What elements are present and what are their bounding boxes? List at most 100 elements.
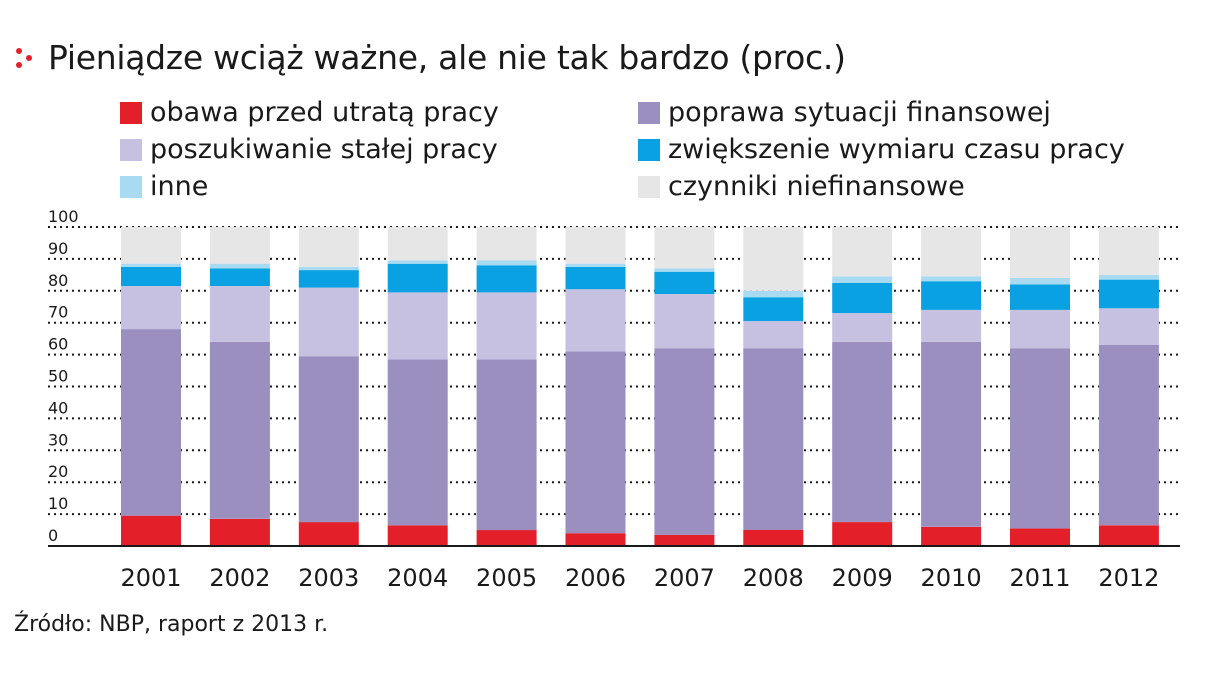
bar-2010-series-4: [921, 276, 982, 282]
y-tick-label: 0: [48, 526, 58, 545]
legend-item-zwiekszenie: zwiększenie wymiaru czasu pracy: [638, 133, 1125, 167]
bar-2005-series-5: [476, 227, 537, 261]
bar-2008-series-3: [743, 297, 804, 322]
bar-2002-series-5: [209, 227, 270, 264]
bar-2012-series-2: [1098, 308, 1159, 345]
bar-2001-series-3: [121, 266, 181, 286]
bar-2001-series-0: [121, 515, 181, 546]
bar-2002-series-4: [209, 263, 270, 269]
y-tick-label: 50: [48, 367, 68, 386]
x-tick-label: 2012: [1098, 564, 1159, 592]
bar-2012-series-1: [1098, 345, 1159, 526]
bar-2011-series-0: [1010, 528, 1070, 546]
legend-item-obawa: obawa przed utratą pracy: [120, 96, 499, 130]
bar-2008-series-0: [743, 530, 804, 546]
bar-2006-series-4: [565, 263, 626, 267]
bar-2005-series-3: [476, 265, 537, 293]
y-tick-label: 10: [48, 494, 68, 513]
legend-label: zwiększenie wymiaru czasu pracy: [668, 134, 1125, 165]
source-note: Źródło: NBP, raport z 2013 r.: [14, 612, 329, 637]
bar-2012-series-4: [1098, 274, 1159, 280]
x-tick-label: 2011: [1009, 564, 1070, 592]
bar-2007-series-1: [654, 348, 715, 535]
bar-2005-series-0: [476, 530, 537, 546]
x-tick-label: 2007: [654, 564, 715, 592]
bar-2001-series-2: [121, 286, 181, 330]
axis-layer: 0 10 20 30 40 50 60 70 80 90 100 2001 2002 2003 2004 20…: [48, 207, 1180, 592]
x-tick-label: 2010: [921, 564, 982, 592]
bar-2009-series-3: [832, 282, 893, 314]
bar-2005-series-4: [476, 260, 537, 266]
bar-2003-series-2: [298, 287, 359, 357]
y-tick-label: 70: [48, 303, 68, 322]
x-tick-label: 2004: [387, 564, 448, 592]
y-tick-label: 60: [48, 335, 68, 354]
y-tick-label: 100: [48, 207, 79, 226]
legend-label: poszukiwanie stałej pracy: [150, 134, 498, 165]
legend-label: czynniki niefinansowe: [668, 171, 965, 202]
bar-2003-series-1: [298, 356, 359, 523]
bar-2003-series-4: [298, 266, 359, 271]
bar-2010-series-3: [921, 281, 982, 310]
x-tick-label: 2006: [565, 564, 626, 592]
bar-2006-series-3: [565, 266, 626, 290]
bar-2006-series-5: [565, 227, 626, 264]
legend-item-czynniki: czynniki niefinansowe: [638, 170, 965, 204]
title-dots-icon: [14, 38, 36, 78]
bar-2007-series-5: [654, 227, 715, 269]
bar-2002-series-0: [209, 518, 270, 546]
bar-2006-series-2: [565, 289, 626, 352]
bar-2004-series-4: [387, 260, 448, 264]
bar-2012-series-5: [1098, 227, 1159, 275]
x-tick-label: 2008: [743, 564, 804, 592]
bar-2003-series-5: [298, 227, 359, 267]
legend-label: obawa przed utratą pracy: [150, 97, 499, 128]
x-tick-label: 2003: [298, 564, 359, 592]
bar-2010-series-5: [921, 227, 982, 277]
bar-2002-series-3: [209, 268, 270, 286]
bar-2001-series-4: [121, 263, 181, 267]
y-tick-label: 30: [48, 430, 68, 449]
bar-2004-series-0: [387, 525, 448, 546]
bar-2011-series-1: [1010, 348, 1070, 529]
bar-2001-series-1: [121, 329, 181, 516]
bar-2009-series-2: [832, 313, 893, 342]
y-tick-label: 40: [48, 398, 68, 417]
legend-label: poprawa sytuacji finansowej: [668, 97, 1051, 128]
chart-title: Pieniądze wciąż ważne, ale nie tak bardz…: [48, 38, 846, 77]
title-row: Pieniądze wciąż ważne, ale nie tak bardz…: [14, 38, 846, 78]
y-tick-label: 20: [48, 462, 68, 481]
x-tick-label: 2002: [209, 564, 270, 592]
bar-2011-series-3: [1010, 284, 1070, 310]
bar-2006-series-0: [565, 533, 626, 546]
legend-swatch: [638, 102, 660, 124]
bar-2008-series-2: [743, 321, 804, 349]
bar-2010-series-1: [921, 341, 982, 527]
bar-2009-series-4: [832, 276, 893, 283]
y-tick-label: 80: [48, 271, 68, 290]
legend-swatch: [120, 102, 142, 124]
x-tick-label: 2001: [120, 564, 181, 592]
bar-2010-series-2: [921, 309, 982, 342]
bar-2004-series-3: [387, 263, 448, 293]
x-tick-label: 2009: [832, 564, 893, 592]
bar-2008-series-5: [743, 227, 804, 291]
bar-2007-series-3: [654, 271, 715, 294]
legend-swatch: [120, 176, 142, 198]
bar-2010-series-0: [921, 526, 982, 546]
bar-2007-series-4: [654, 268, 715, 272]
bar-2005-series-2: [476, 292, 537, 360]
bar-2008-series-4: [743, 290, 804, 298]
bar-2006-series-1: [565, 351, 626, 534]
x-tick-label: 2005: [476, 564, 537, 592]
bar-2002-series-1: [209, 341, 270, 519]
legend-item-inne: inne: [120, 170, 208, 204]
bar-2001-series-5: [121, 227, 181, 264]
legend-swatch: [638, 176, 660, 198]
bar-2009-series-1: [832, 341, 893, 522]
y-tick-label: 90: [48, 239, 68, 258]
bar-2004-series-2: [387, 292, 448, 360]
bar-2009-series-5: [832, 227, 893, 277]
bar-2007-series-2: [654, 294, 715, 349]
